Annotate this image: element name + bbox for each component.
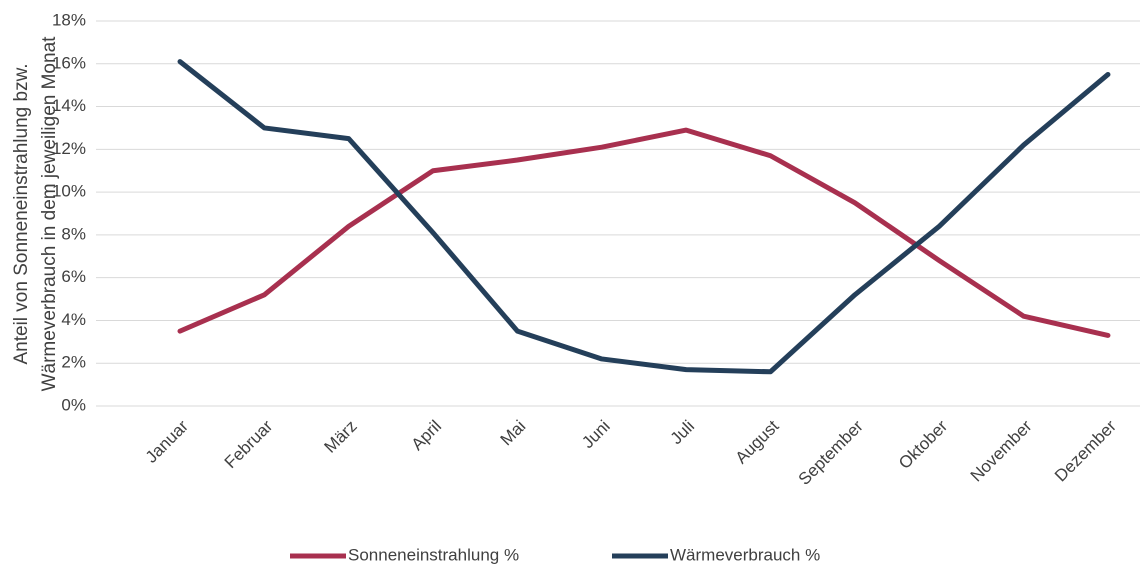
- line-series: [177, 127, 1111, 338]
- x-tick-label: August: [732, 416, 783, 467]
- legend-label: Sonneneinstrahlung %: [348, 545, 519, 564]
- line-series: [177, 59, 1111, 375]
- y-tick-label: 16%: [52, 53, 86, 72]
- y-tick-label: 4%: [61, 310, 86, 329]
- x-tick-label: Juni: [578, 417, 613, 452]
- y-tick-label: 0%: [61, 395, 86, 414]
- x-tick-label: Februar: [221, 416, 277, 472]
- x-tick-label: April: [408, 417, 445, 454]
- x-tick-label: Mai: [497, 417, 530, 450]
- y-tick-label: 18%: [52, 10, 86, 29]
- y-tick-label: 8%: [61, 224, 86, 243]
- x-tick-label: Januar: [142, 416, 192, 466]
- x-tick-label: Oktober: [895, 416, 951, 472]
- y-tick-label: 12%: [52, 139, 86, 158]
- y-tick-label: 6%: [61, 267, 86, 286]
- x-tick-label: Juli: [667, 417, 698, 448]
- y-tick-label: 2%: [61, 353, 86, 372]
- y-tick-label: 10%: [52, 182, 86, 201]
- y-axis-label: Anteil von Sonneneinstrahlung bzw.: [11, 63, 32, 364]
- y-tick-label: 14%: [52, 96, 86, 115]
- y-axis-label: Wärmeverbrauch in dem jeweiligen Monat: [39, 36, 60, 392]
- x-tick-label: März: [321, 417, 361, 457]
- x-tick-label: September: [795, 416, 867, 488]
- legend-label: Wärmeverbrauch %: [670, 545, 820, 564]
- x-tick-label: Dezember: [1051, 416, 1120, 485]
- x-tick-label: November: [967, 416, 1036, 485]
